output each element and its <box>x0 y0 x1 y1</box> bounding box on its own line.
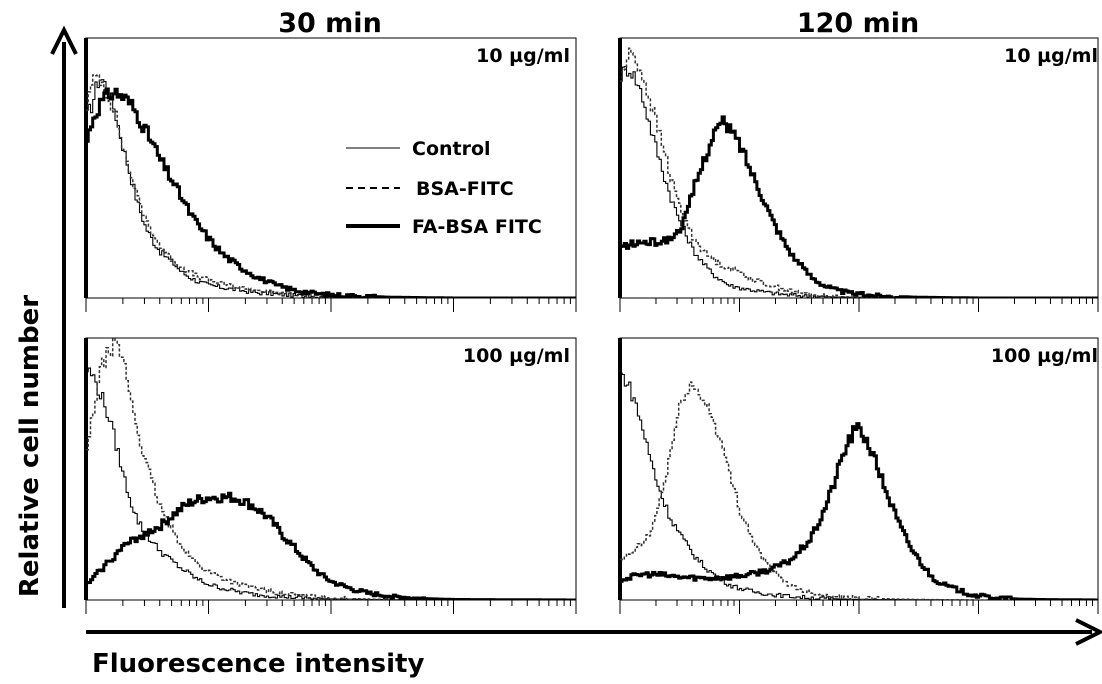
panel-120min-100ugml <box>618 337 1099 614</box>
panel-plot-area <box>620 47 1098 298</box>
series-line-bsa-fitc <box>620 47 1098 298</box>
series-line-fa-bsa-fitc <box>620 115 1098 298</box>
panel-frame <box>619 37 1099 299</box>
panel-annotation-120min-100: 100 µg/ml <box>991 345 1098 367</box>
legend-label-control: Control <box>412 138 491 160</box>
column-title-30min: 30 min <box>278 8 382 39</box>
panel-frame <box>619 337 1099 601</box>
series-line-bsa-fitc <box>86 74 576 298</box>
series-line-bsa-fitc <box>86 338 576 600</box>
legend-label-fa-bsa: FA-BSA FITC <box>412 216 542 238</box>
legend: Control BSA-FITC FA-BSA FITC <box>346 138 542 238</box>
series-line-control <box>620 372 1098 600</box>
panel-30min-10ugml <box>84 37 577 312</box>
series-line-bsa-fitc <box>620 381 1098 600</box>
legend-label-bsa: BSA-FITC <box>416 178 514 200</box>
panel-plot-area <box>86 74 576 298</box>
panel-frame <box>85 37 577 299</box>
series-line-control <box>86 79 576 298</box>
panel-30min-100ugml <box>84 337 577 614</box>
series-line-fa-bsa-fitc <box>86 87 576 298</box>
series-line-control <box>620 65 1098 298</box>
x-axis-title: Fluorescence intensity <box>92 649 424 679</box>
panel-120min-10ugml <box>618 37 1099 312</box>
series-line-control <box>86 367 576 600</box>
panel-annotation-120min-10: 10 µg/ml <box>1004 45 1098 67</box>
series-line-fa-bsa-fitc <box>86 491 576 600</box>
series-line-fa-bsa-fitc <box>620 422 1098 600</box>
y-axis-title: Relative cell number <box>15 295 45 597</box>
column-title-120min: 120 min <box>797 8 919 39</box>
panel-annotation-30min-10: 10 µg/ml <box>476 45 570 67</box>
panel-annotation-30min-100: 100 µg/ml <box>463 345 570 367</box>
panel-frame <box>85 337 577 601</box>
x-axis-arrow <box>86 618 1102 646</box>
panel-plot-area <box>620 372 1098 600</box>
y-axis-arrow <box>50 25 78 608</box>
panel-plot-area <box>86 338 576 600</box>
